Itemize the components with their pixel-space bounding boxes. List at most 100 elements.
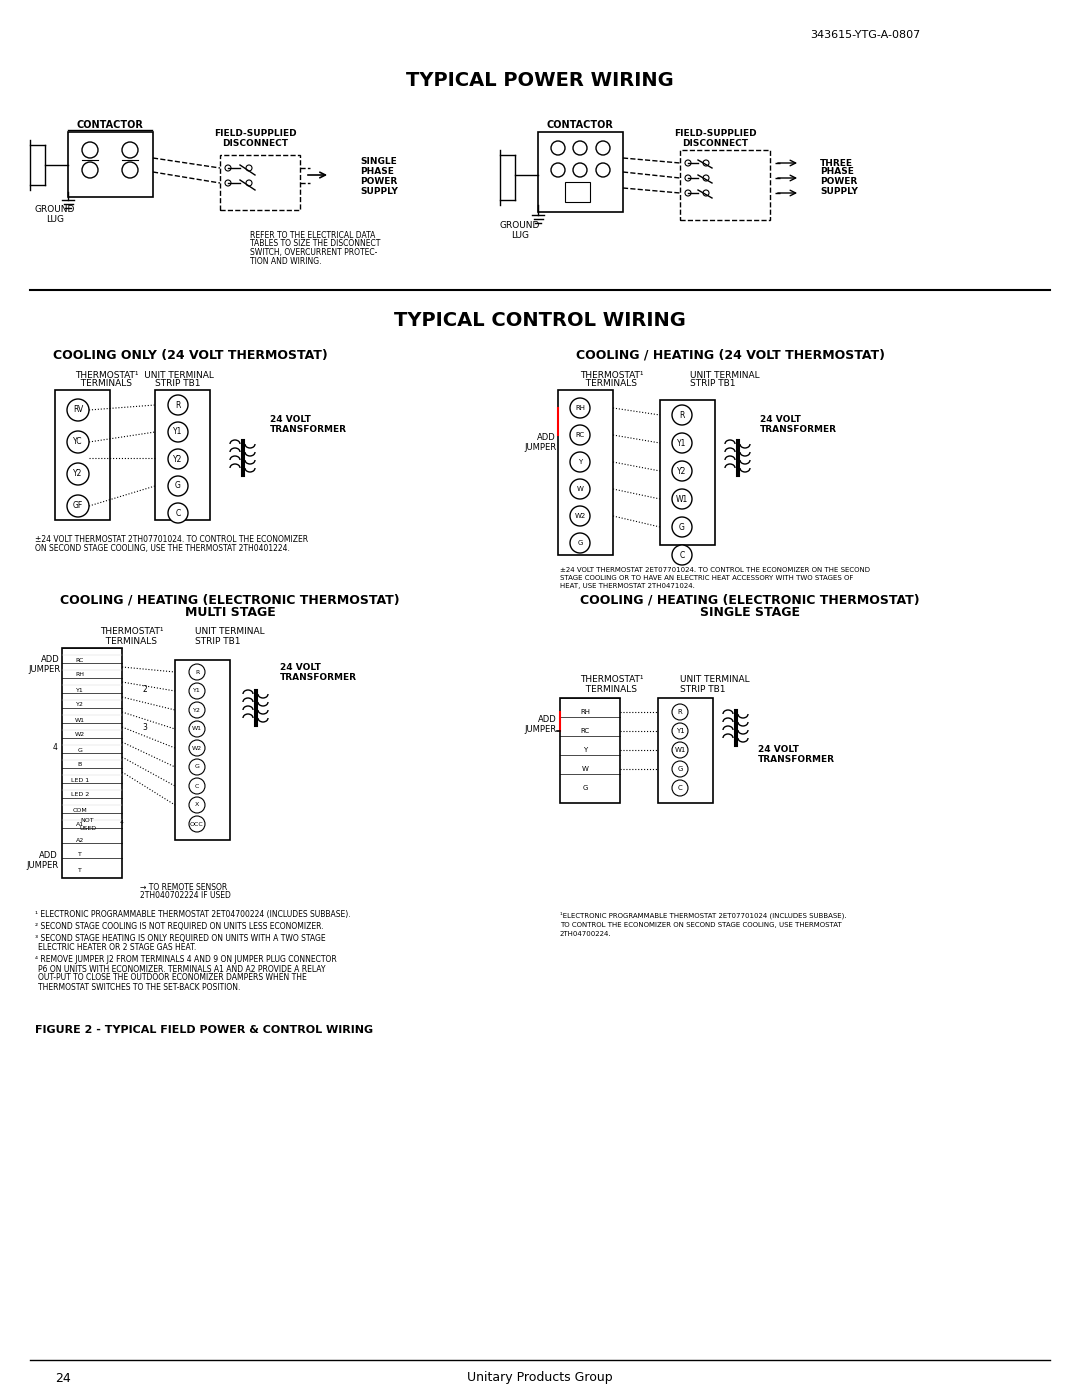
Circle shape xyxy=(168,422,188,441)
Text: PHASE: PHASE xyxy=(360,168,394,176)
Text: ADD: ADD xyxy=(537,433,556,441)
Text: REFER TO THE ELECTRICAL DATA: REFER TO THE ELECTRICAL DATA xyxy=(249,231,376,239)
Circle shape xyxy=(168,395,188,415)
Circle shape xyxy=(189,703,205,718)
Text: Y2: Y2 xyxy=(677,467,687,475)
Bar xyxy=(62,648,122,877)
Circle shape xyxy=(189,759,205,775)
Text: 2TH04700224.: 2TH04700224. xyxy=(561,930,611,937)
Circle shape xyxy=(225,180,231,186)
Circle shape xyxy=(82,162,98,177)
Text: STRIP TB1: STRIP TB1 xyxy=(195,637,241,645)
Text: TERMINALS: TERMINALS xyxy=(580,686,637,694)
Circle shape xyxy=(189,664,205,680)
Bar xyxy=(680,149,770,219)
Text: 24 VOLT: 24 VOLT xyxy=(760,415,801,425)
Text: ON SECOND STAGE COOLING, USE THE THERMOSTAT 2TH0401224.: ON SECOND STAGE COOLING, USE THE THERMOS… xyxy=(35,545,289,553)
Text: TRANSFORMER: TRANSFORMER xyxy=(760,426,837,434)
Text: A1: A1 xyxy=(76,823,84,827)
Text: Y1: Y1 xyxy=(76,687,84,693)
Text: TRANSFORMER: TRANSFORMER xyxy=(758,756,835,764)
Circle shape xyxy=(189,683,205,698)
Text: GF: GF xyxy=(72,502,83,510)
Circle shape xyxy=(67,432,89,453)
Text: X: X xyxy=(194,802,199,807)
Text: SINGLE STAGE: SINGLE STAGE xyxy=(700,606,800,619)
Circle shape xyxy=(122,162,138,177)
Bar xyxy=(156,390,210,520)
Text: 343615-YTG-A-0807: 343615-YTG-A-0807 xyxy=(810,29,920,41)
Text: G: G xyxy=(679,522,685,531)
Circle shape xyxy=(189,816,205,833)
Text: RH: RH xyxy=(580,710,590,715)
Bar xyxy=(55,390,110,520)
Text: TABLES TO SIZE THE DISCONNECT: TABLES TO SIZE THE DISCONNECT xyxy=(249,239,380,249)
Text: C: C xyxy=(175,509,180,517)
Circle shape xyxy=(672,405,692,425)
Bar xyxy=(561,698,620,803)
Circle shape xyxy=(672,489,692,509)
Text: TERMINALS        STRIP TB1: TERMINALS STRIP TB1 xyxy=(75,380,201,388)
Text: COOLING ONLY (24 VOLT THERMOSTAT): COOLING ONLY (24 VOLT THERMOSTAT) xyxy=(53,348,327,362)
Text: TYPICAL CONTROL WIRING: TYPICAL CONTROL WIRING xyxy=(394,310,686,330)
Text: 24 VOLT: 24 VOLT xyxy=(270,415,311,425)
Text: 2: 2 xyxy=(143,686,147,694)
Text: TERMINALS: TERMINALS xyxy=(580,380,637,388)
Text: PHASE: PHASE xyxy=(820,168,854,176)
Text: DISCONNECT: DISCONNECT xyxy=(222,138,288,148)
Text: ³ SECOND STAGE HEATING IS ONLY REQUIRED ON UNITS WITH A TWO STAGE: ³ SECOND STAGE HEATING IS ONLY REQUIRED … xyxy=(35,935,326,943)
Text: W2: W2 xyxy=(75,732,85,738)
Text: OCC: OCC xyxy=(190,821,204,827)
Circle shape xyxy=(672,724,688,739)
Bar xyxy=(558,390,613,555)
Text: TO CONTROL THE ECONOMIZER ON SECOND STAGE COOLING, USE THERMOSTAT: TO CONTROL THE ECONOMIZER ON SECOND STAG… xyxy=(561,922,841,928)
Text: C: C xyxy=(677,785,683,791)
Text: ¹ ELECTRONIC PROGRAMMABLE THERMOSTAT 2ET04700224 (INCLUDES SUBBASE).: ¹ ELECTRONIC PROGRAMMABLE THERMOSTAT 2ET… xyxy=(35,911,351,919)
Text: UNIT TERMINAL: UNIT TERMINAL xyxy=(680,676,750,685)
Circle shape xyxy=(573,163,588,177)
Text: G: G xyxy=(78,747,82,753)
Circle shape xyxy=(168,448,188,469)
Circle shape xyxy=(596,141,610,155)
Text: W: W xyxy=(581,766,589,773)
Text: GROUND: GROUND xyxy=(35,205,76,215)
Text: GROUND: GROUND xyxy=(500,221,540,229)
Circle shape xyxy=(672,517,692,536)
Text: COOLING / HEATING (ELECTRONIC THERMOSTAT): COOLING / HEATING (ELECTRONIC THERMOSTAT… xyxy=(580,594,920,606)
Circle shape xyxy=(246,180,252,186)
Text: COOLING / HEATING (ELECTRONIC THERMOSTAT): COOLING / HEATING (ELECTRONIC THERMOSTAT… xyxy=(60,594,400,606)
Text: 2TH040702224 IF USED: 2TH040702224 IF USED xyxy=(140,891,231,901)
Text: RV: RV xyxy=(72,405,83,415)
Text: THERMOSTAT SWITCHES TO THE SET-BACK POSITION.: THERMOSTAT SWITCHES TO THE SET-BACK POSI… xyxy=(38,982,241,992)
Text: ADD: ADD xyxy=(41,655,60,665)
Text: 4: 4 xyxy=(53,743,57,753)
Circle shape xyxy=(672,545,692,564)
Circle shape xyxy=(685,190,691,196)
Text: W1: W1 xyxy=(192,726,202,732)
Text: Y2: Y2 xyxy=(173,454,183,464)
Text: TRANSFORMER: TRANSFORMER xyxy=(270,426,347,434)
Circle shape xyxy=(672,761,688,777)
Text: YC: YC xyxy=(73,437,83,447)
Text: JUMPER: JUMPER xyxy=(28,665,60,675)
Text: P6 ON UNITS WITH ECONOMIZER. TERMINALS A1 AND A2 PROVIDE A RELAY: P6 ON UNITS WITH ECONOMIZER. TERMINALS A… xyxy=(38,964,325,974)
Text: RC: RC xyxy=(580,728,590,733)
Text: Y: Y xyxy=(578,460,582,465)
Text: Y2: Y2 xyxy=(76,703,84,707)
Text: CONTACTOR: CONTACTOR xyxy=(77,120,144,130)
Text: THERMOSTAT¹: THERMOSTAT¹ xyxy=(580,676,644,685)
Text: SUPPLY: SUPPLY xyxy=(360,187,397,197)
Circle shape xyxy=(189,778,205,793)
Text: R: R xyxy=(679,411,685,419)
Text: OUT-PUT TO CLOSE THE OUTDOOR ECONOMIZER DAMPERS WHEN THE: OUT-PUT TO CLOSE THE OUTDOOR ECONOMIZER … xyxy=(38,974,307,982)
Text: THERMOSTAT¹: THERMOSTAT¹ xyxy=(100,627,163,637)
Text: Y: Y xyxy=(583,747,588,753)
Circle shape xyxy=(570,534,590,553)
Text: HEAT, USE THERMOSTAT 2TH0471024.: HEAT, USE THERMOSTAT 2TH0471024. xyxy=(561,583,694,590)
Text: Y2: Y2 xyxy=(193,707,201,712)
Circle shape xyxy=(703,161,708,166)
Text: RC: RC xyxy=(576,432,584,439)
Text: DISCONNECT: DISCONNECT xyxy=(681,138,748,148)
Text: FIGURE 2 - TYPICAL FIELD POWER & CONTROL WIRING: FIGURE 2 - TYPICAL FIELD POWER & CONTROL… xyxy=(35,1025,373,1035)
Text: Unitary Products Group: Unitary Products Group xyxy=(468,1372,612,1384)
